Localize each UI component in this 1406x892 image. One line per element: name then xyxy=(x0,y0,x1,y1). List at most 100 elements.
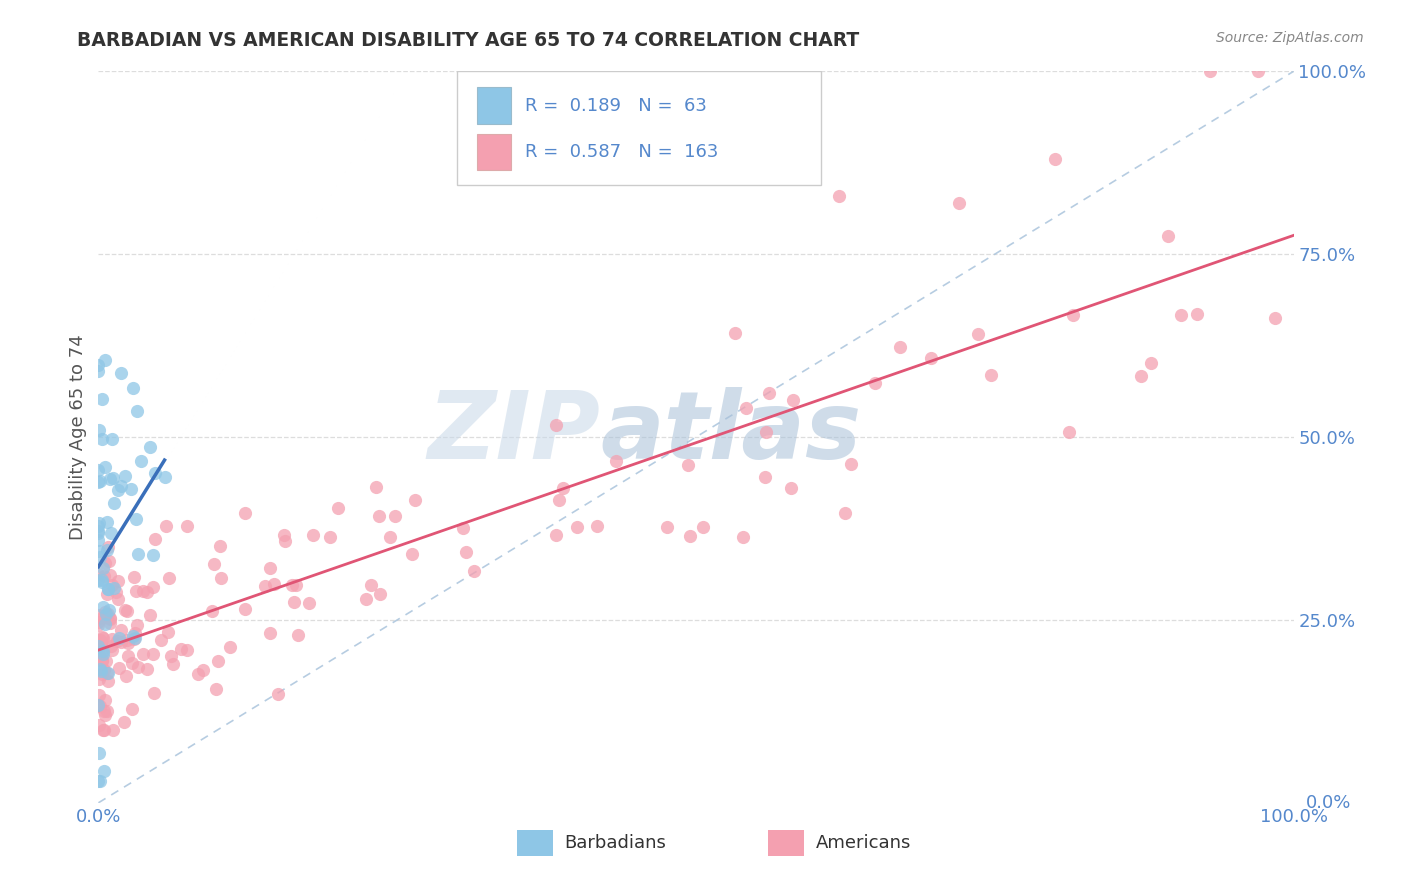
Point xyxy=(254,579,277,593)
Point xyxy=(87,746,110,760)
Point xyxy=(94,607,117,622)
Point xyxy=(107,574,129,588)
Point xyxy=(96,543,118,558)
Point xyxy=(87,463,110,477)
Point xyxy=(110,624,132,638)
Point xyxy=(605,454,627,468)
Point xyxy=(97,674,120,689)
Point xyxy=(87,608,110,623)
Point xyxy=(89,662,111,676)
Point xyxy=(98,568,121,582)
Point xyxy=(91,723,114,737)
Point xyxy=(298,595,321,609)
FancyBboxPatch shape xyxy=(477,87,510,124)
Point xyxy=(1199,64,1222,78)
Point xyxy=(94,353,117,368)
Point xyxy=(89,632,111,647)
Point xyxy=(97,582,120,596)
Point xyxy=(107,483,129,498)
Point xyxy=(91,561,114,575)
Point xyxy=(107,591,129,606)
Point xyxy=(98,612,121,626)
Point xyxy=(124,512,146,526)
Point xyxy=(87,615,110,629)
Point xyxy=(87,717,110,731)
Point xyxy=(103,582,125,596)
Point xyxy=(233,601,256,615)
Point xyxy=(1156,229,1178,244)
Point xyxy=(91,600,114,615)
Point xyxy=(89,549,111,564)
Point xyxy=(207,654,229,668)
Point xyxy=(980,368,1002,382)
Point xyxy=(89,672,111,686)
Point xyxy=(94,459,117,474)
Point xyxy=(91,573,114,587)
Point xyxy=(155,519,177,533)
Point xyxy=(401,548,423,562)
Point xyxy=(676,458,699,472)
Point xyxy=(117,649,139,664)
Point xyxy=(451,521,474,535)
Point xyxy=(89,632,111,647)
Point xyxy=(124,632,146,646)
Point xyxy=(754,470,776,484)
Point xyxy=(87,640,110,654)
Point xyxy=(259,626,281,640)
Point xyxy=(87,533,110,547)
Point xyxy=(87,698,110,713)
Point xyxy=(139,608,162,623)
Y-axis label: Disability Age 65 to 74: Disability Age 65 to 74 xyxy=(69,334,87,540)
Point xyxy=(834,506,856,520)
Point xyxy=(121,482,143,496)
Point xyxy=(191,663,214,677)
Point xyxy=(967,326,990,341)
Point xyxy=(121,702,143,716)
Point xyxy=(160,649,183,664)
Point xyxy=(132,583,155,598)
Point xyxy=(863,376,886,390)
Point xyxy=(96,666,118,681)
Point xyxy=(567,520,589,534)
Point xyxy=(105,634,128,648)
Point xyxy=(287,628,309,642)
Point xyxy=(142,548,165,562)
Point xyxy=(104,584,127,599)
Point xyxy=(103,495,125,509)
Point xyxy=(91,392,114,406)
Point xyxy=(87,475,110,489)
Point xyxy=(112,714,135,729)
Point xyxy=(124,626,146,640)
Point xyxy=(889,340,911,354)
FancyBboxPatch shape xyxy=(517,830,553,856)
Point xyxy=(274,533,297,548)
Point xyxy=(101,471,124,485)
Point xyxy=(90,611,112,625)
Point xyxy=(1057,425,1080,440)
Text: Source: ZipAtlas.com: Source: ZipAtlas.com xyxy=(1216,31,1364,45)
Point xyxy=(97,540,120,554)
Point xyxy=(170,641,193,656)
Point xyxy=(94,616,117,631)
Point xyxy=(87,647,110,661)
Point xyxy=(91,654,114,668)
Point xyxy=(692,520,714,534)
Point xyxy=(97,665,120,680)
Point xyxy=(110,479,132,493)
Point xyxy=(131,453,153,467)
Point xyxy=(758,386,780,401)
Point xyxy=(87,359,110,373)
Point xyxy=(218,640,240,654)
Point xyxy=(90,638,112,652)
FancyBboxPatch shape xyxy=(477,134,510,170)
Point xyxy=(94,556,117,570)
Point xyxy=(780,481,803,495)
Point xyxy=(114,468,136,483)
Point xyxy=(366,480,388,494)
Point xyxy=(1185,307,1208,321)
Point xyxy=(115,604,138,618)
Point xyxy=(544,528,567,542)
Point xyxy=(655,520,678,534)
Point xyxy=(89,773,111,788)
Point xyxy=(201,604,224,618)
